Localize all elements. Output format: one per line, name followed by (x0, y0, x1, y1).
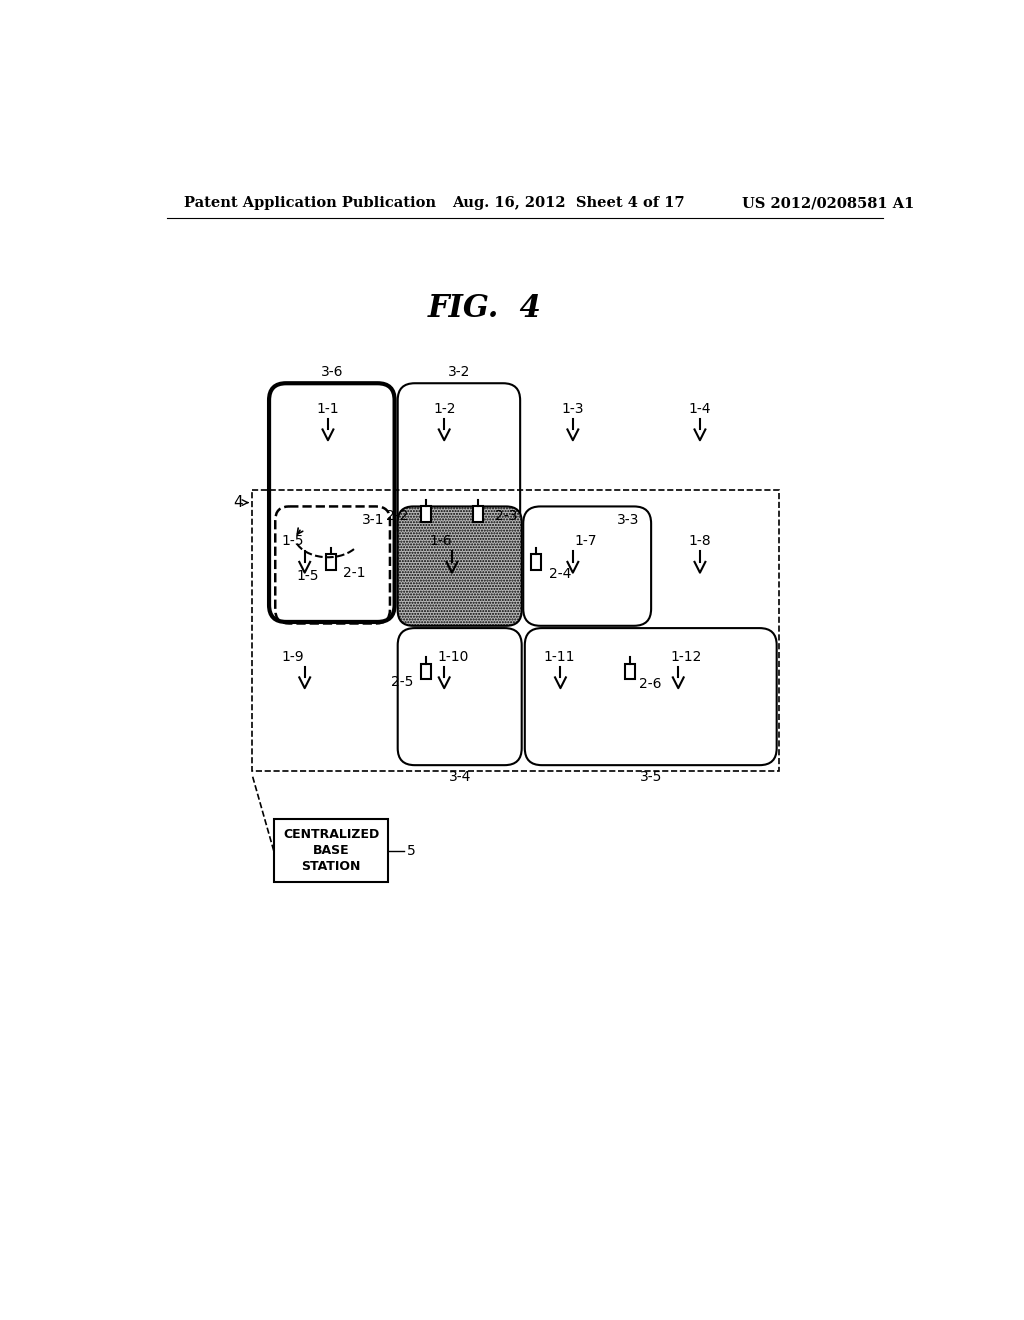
Bar (626, 664, 635, 678)
Text: FIG.  4: FIG. 4 (428, 293, 542, 323)
Text: 2-6: 2-6 (640, 677, 662, 690)
Text: 3-2: 3-2 (447, 366, 470, 379)
FancyBboxPatch shape (397, 507, 521, 626)
Text: 1-5: 1-5 (297, 569, 319, 582)
Bar (273, 818, 388, 882)
Text: 1-4: 1-4 (689, 401, 712, 416)
Text: 2-5: 2-5 (391, 675, 414, 689)
Text: 3-6: 3-6 (321, 366, 343, 379)
Text: 3-1: 3-1 (361, 513, 384, 527)
Text: 1-8: 1-8 (688, 535, 712, 548)
Text: 1-11: 1-11 (543, 649, 574, 664)
Text: CENTRALIZED: CENTRALIZED (283, 828, 379, 841)
Text: 3-3: 3-3 (616, 513, 639, 527)
Text: 2-4: 2-4 (549, 568, 571, 581)
Text: BASE: BASE (312, 843, 349, 857)
Text: 1-9: 1-9 (282, 649, 304, 664)
Bar (252, 490, 779, 771)
Bar (421, 664, 431, 678)
Text: 3-4: 3-4 (449, 771, 471, 784)
Text: Aug. 16, 2012  Sheet 4 of 17: Aug. 16, 2012 Sheet 4 of 17 (452, 197, 685, 210)
Text: 4: 4 (233, 495, 243, 510)
Text: US 2012/0208581 A1: US 2012/0208581 A1 (741, 197, 914, 210)
Text: 1-7: 1-7 (574, 535, 597, 548)
Text: 1-5: 1-5 (282, 535, 304, 548)
Text: 1-12: 1-12 (671, 649, 701, 664)
Text: 2-1: 2-1 (343, 566, 366, 579)
Bar (530, 554, 541, 570)
Bar (326, 554, 336, 570)
Text: 1-3: 1-3 (561, 401, 584, 416)
Bar (473, 507, 483, 521)
Text: 2-2: 2-2 (386, 510, 409, 524)
Text: 3-5: 3-5 (640, 771, 662, 784)
Text: 5: 5 (408, 843, 416, 858)
Text: Patent Application Publication: Patent Application Publication (183, 197, 436, 210)
Text: 2-3: 2-3 (495, 510, 517, 524)
Text: 1-10: 1-10 (438, 649, 469, 664)
Text: STATION: STATION (301, 861, 360, 874)
Text: 1-6: 1-6 (429, 535, 452, 548)
Text: 1-2: 1-2 (433, 401, 456, 416)
Bar (421, 507, 431, 521)
Text: 1-1: 1-1 (316, 401, 339, 416)
